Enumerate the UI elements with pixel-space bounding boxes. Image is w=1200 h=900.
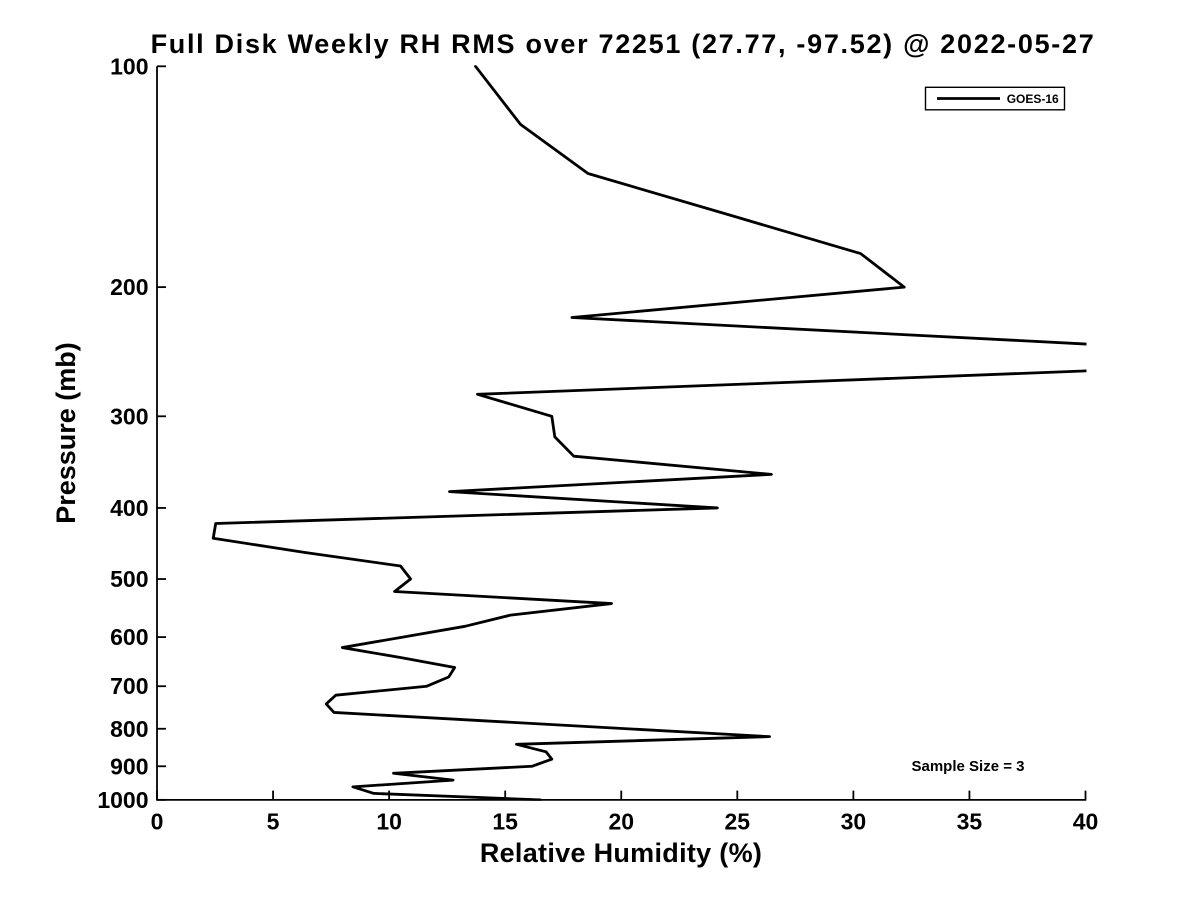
svg-text:1000: 1000 [97, 787, 148, 813]
svg-text:30: 30 [841, 809, 867, 835]
svg-text:0: 0 [151, 809, 164, 835]
svg-text:Sample Size = 3: Sample Size = 3 [912, 758, 1025, 775]
svg-text:400: 400 [110, 495, 148, 521]
svg-text:5: 5 [267, 809, 280, 835]
svg-text:35: 35 [957, 809, 983, 835]
svg-text:10: 10 [376, 809, 402, 835]
svg-text:20: 20 [608, 809, 634, 835]
svg-text:300: 300 [110, 403, 148, 429]
svg-text:600: 600 [110, 624, 148, 650]
svg-text:700: 700 [110, 673, 148, 699]
svg-text:15: 15 [492, 809, 518, 835]
svg-text:500: 500 [110, 566, 148, 592]
svg-text:40: 40 [1073, 809, 1099, 835]
svg-text:Full Disk Weekly RH RMS over 7: Full Disk Weekly RH RMS over 72251 (27.7… [151, 29, 1096, 59]
svg-text:GOES-16: GOES-16 [1007, 92, 1059, 106]
svg-text:900: 900 [110, 753, 148, 779]
svg-text:Relative Humidity (%): Relative Humidity (%) [480, 838, 762, 868]
svg-text:100: 100 [110, 53, 148, 79]
svg-text:Pressure (mb): Pressure (mb) [51, 342, 81, 524]
svg-text:25: 25 [725, 809, 751, 835]
svg-text:200: 200 [110, 274, 148, 300]
svg-text:800: 800 [110, 716, 148, 742]
